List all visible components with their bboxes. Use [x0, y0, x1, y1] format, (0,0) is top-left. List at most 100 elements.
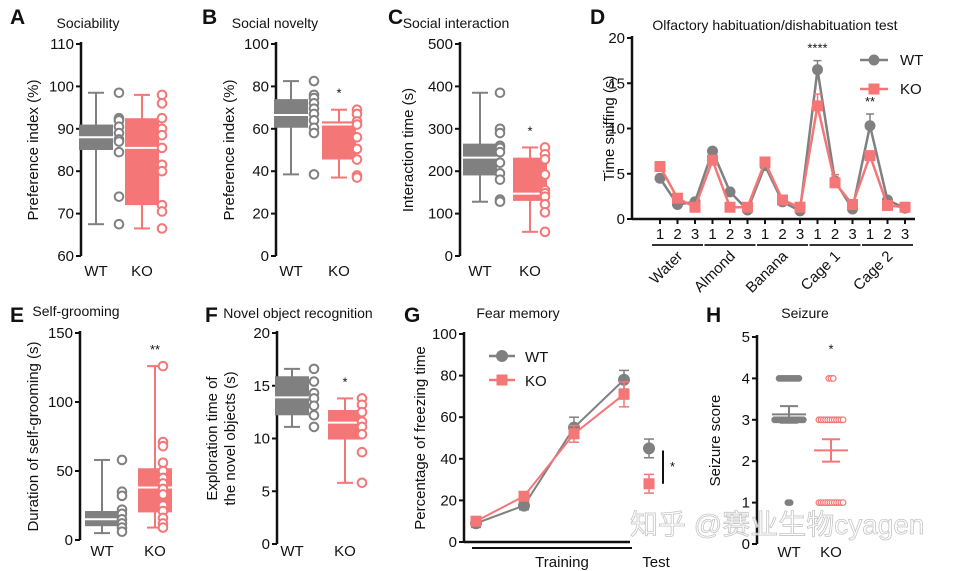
y-tick-label: 0: [449, 534, 457, 551]
y-tick-label: 0: [617, 211, 625, 228]
y-tick-label: 20: [608, 30, 625, 47]
data-point: [794, 201, 806, 213]
y-axis-label: Preference index (%): [25, 80, 42, 221]
panel-label: B: [202, 6, 217, 29]
y-tick-label: 2: [742, 453, 750, 470]
significance-marker: **: [865, 94, 875, 109]
x-tick-label: 3: [796, 226, 804, 243]
data-point: [308, 409, 320, 421]
y-tick-label: 110: [50, 36, 74, 53]
data-point: [539, 169, 551, 180]
panel-label: H: [706, 304, 721, 327]
x-category-label: KO: [820, 544, 842, 561]
panel-label: A: [10, 6, 25, 29]
y-tick-label: 0: [261, 248, 269, 265]
x-category-label: WT: [280, 543, 303, 560]
data-point: [618, 388, 630, 400]
group-label: Almond: [691, 248, 739, 296]
significance-marker: *: [336, 86, 341, 101]
panel-title: Novel object recognition: [223, 305, 372, 321]
data-point: [759, 156, 771, 168]
legend-marker: [496, 374, 508, 386]
data-point: [618, 373, 630, 386]
y-tick-label: 3: [742, 412, 750, 429]
y-tick-label: 70: [57, 206, 74, 223]
y-tick-label: 80: [252, 78, 269, 95]
data-point: [157, 522, 169, 533]
data-point: [847, 199, 858, 211]
significance-marker: **: [150, 342, 160, 357]
data-point: [351, 143, 363, 155]
data-point: [839, 499, 847, 507]
y-axis-label: Seizure score: [707, 395, 724, 487]
data-point: [113, 87, 125, 99]
series-line-wt: [475, 379, 625, 525]
y-tick-label: 5: [262, 483, 270, 500]
legend-label: WT: [525, 349, 548, 366]
legend-label: KO: [900, 81, 922, 98]
data-point: [308, 127, 320, 139]
data-point: [812, 100, 823, 112]
group-label: Cage 1: [798, 248, 844, 294]
data-point: [156, 142, 168, 154]
y-tick-label: 100: [432, 326, 457, 343]
watermark-text: 知乎 @赛业生物cyagen: [630, 509, 925, 540]
x-category-label: WT: [279, 263, 302, 280]
x-category-label: KO: [519, 263, 541, 280]
data-point: [113, 191, 125, 202]
panel-title: Seizure: [781, 305, 829, 321]
x-category-label: KO: [131, 263, 153, 280]
panel-title: Social novelty: [232, 15, 318, 31]
y-axis-label: Percentage of freezing time: [412, 346, 429, 529]
data-point: [308, 421, 320, 433]
x-tick-label: 2: [831, 226, 839, 243]
x-tick-label: 1: [866, 226, 874, 243]
y-axis-label: Preference index (%): [221, 80, 238, 221]
data-point: [812, 64, 823, 76]
panel-label: F: [205, 304, 218, 327]
panel-label: E: [10, 304, 24, 327]
data-point: [494, 157, 506, 169]
legend-label: WT: [900, 52, 923, 69]
x-tick-label: 3: [691, 226, 699, 243]
data-point: [157, 360, 169, 372]
y-tick-label: 400: [428, 78, 453, 95]
y-tick-label: 0: [262, 536, 270, 553]
x-group-label: Training: [535, 554, 589, 571]
x-category-label: WT: [84, 263, 107, 280]
data-point: [156, 223, 168, 234]
group-label: Cage 2: [850, 248, 896, 294]
y-tick-label: 0: [65, 532, 73, 549]
data-point: [116, 454, 128, 466]
data-point: [494, 174, 506, 185]
y-tick-label: 40: [440, 451, 457, 468]
panel-label: D: [590, 6, 605, 29]
data-point: [157, 489, 169, 500]
panel-label: C: [388, 6, 403, 29]
y-tick-label: 20: [440, 492, 457, 509]
legend-marker: [496, 350, 508, 362]
data-point: [470, 515, 482, 527]
y-tick-label: 60: [440, 409, 457, 426]
y-axis-label: Duration of self-grooming (s): [25, 341, 42, 531]
panel-f: F Novel object recognition 0 5 10 15 20 Explora…: [204, 304, 373, 560]
x-category-label: KO: [328, 263, 350, 280]
data-point: [494, 87, 506, 99]
y-axis-label: the novel objects (s): [222, 371, 239, 505]
y-tick-label: 100: [428, 206, 453, 223]
data-point: [539, 154, 551, 165]
data-point: [356, 446, 368, 458]
legend-marker: [868, 54, 880, 66]
y-tick-label: 0: [445, 248, 453, 265]
x-category-label: KO: [334, 543, 356, 560]
y-tick-label: 150: [48, 325, 73, 342]
data-point: [724, 186, 736, 198]
panel-a: A Sociability 60 70 80 90 100 110 Preference ind…: [10, 6, 168, 280]
data-point: [157, 440, 169, 452]
data-point: [654, 161, 666, 173]
y-tick-label: 300: [428, 121, 453, 138]
box-wt: [463, 143, 497, 176]
data-point: [539, 207, 551, 218]
